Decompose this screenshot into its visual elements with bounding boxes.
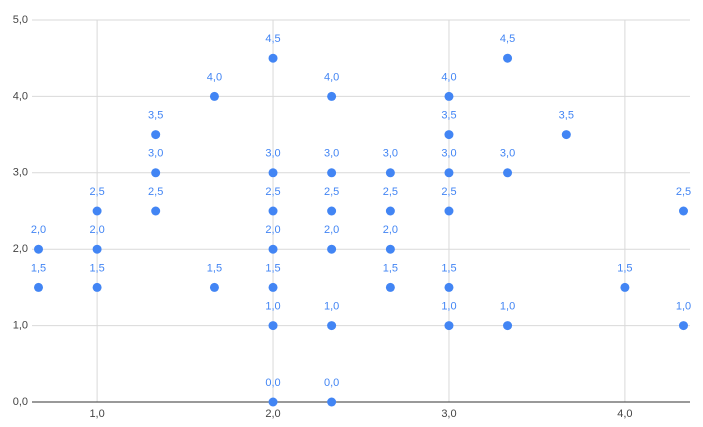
point — [327, 91, 337, 101]
point — [385, 282, 395, 292]
point — [620, 282, 630, 292]
data-label: 1,0 — [265, 301, 280, 313]
data-label: 0,0 — [265, 377, 280, 389]
data-label: 3,0 — [441, 148, 456, 160]
data-label: 1,0 — [676, 301, 691, 313]
data-label: 4,5 — [500, 33, 515, 45]
x-tick-label: 3,0 — [441, 408, 456, 420]
point — [678, 321, 688, 331]
point — [327, 206, 337, 216]
data-label: 4,0 — [441, 71, 456, 83]
data-label: 2,5 — [441, 186, 456, 198]
data-label: 1,5 — [207, 262, 222, 274]
point — [327, 321, 337, 331]
point — [268, 168, 278, 178]
point — [268, 282, 278, 292]
data-label: 0,0 — [324, 377, 339, 389]
data-label: 2,0 — [383, 224, 398, 236]
data-label: 4,5 — [265, 33, 280, 45]
data-label: 1,5 — [617, 262, 632, 274]
point — [327, 244, 337, 254]
point — [444, 91, 454, 101]
data-label: 3,5 — [148, 110, 163, 122]
y-tick-label: 0,0 — [13, 396, 28, 408]
x-tick-label: 1,0 — [89, 408, 104, 420]
data-label: 1,5 — [31, 262, 46, 274]
data-label: 2,0 — [324, 224, 339, 236]
point — [209, 282, 219, 292]
point — [268, 397, 278, 407]
x-tick-label: 2,0 — [265, 408, 280, 420]
point — [385, 244, 395, 254]
data-label: 1,5 — [441, 262, 456, 274]
point — [151, 130, 161, 140]
point — [34, 244, 44, 254]
point — [268, 53, 278, 63]
point — [327, 397, 337, 407]
point — [151, 206, 161, 216]
y-tick-label: 2,0 — [13, 243, 28, 255]
data-label: 3,5 — [559, 110, 574, 122]
point — [503, 53, 513, 63]
data-label: 2,0 — [265, 224, 280, 236]
data-label: 2,0 — [89, 224, 104, 236]
data-label: 4,0 — [324, 71, 339, 83]
data-label: 2,0 — [31, 224, 46, 236]
point — [92, 244, 102, 254]
point — [268, 206, 278, 216]
x-tick-label: 4,0 — [617, 408, 632, 420]
y-tick-label: 3,0 — [13, 167, 28, 179]
y-tick-label: 5,0 — [13, 14, 28, 26]
data-label: 2,5 — [324, 186, 339, 198]
point — [444, 130, 454, 140]
data-label: 2,5 — [676, 186, 691, 198]
point — [503, 321, 513, 331]
data-label: 2,5 — [89, 186, 104, 198]
point — [385, 206, 395, 216]
data-label: 1,0 — [500, 301, 515, 313]
data-label: 3,0 — [324, 148, 339, 160]
point — [92, 206, 102, 216]
data-label: 1,0 — [441, 301, 456, 313]
data-label: 3,0 — [500, 148, 515, 160]
point — [209, 91, 219, 101]
data-label: 3,5 — [441, 110, 456, 122]
data-label: 1,5 — [265, 262, 280, 274]
point — [34, 282, 44, 292]
data-label: 1,0 — [324, 301, 339, 313]
point — [444, 282, 454, 292]
data-label: 2,5 — [148, 186, 163, 198]
data-label: 1,5 — [89, 262, 104, 274]
point — [92, 282, 102, 292]
point — [678, 206, 688, 216]
point — [503, 168, 513, 178]
point — [444, 168, 454, 178]
point — [151, 168, 161, 178]
data-label: 2,5 — [383, 186, 398, 198]
data-label: 4,0 — [207, 71, 222, 83]
data-label: 3,0 — [148, 148, 163, 160]
point — [327, 168, 337, 178]
y-tick-label: 4,0 — [13, 90, 28, 102]
data-label: 3,0 — [383, 148, 398, 160]
data-label: 2,5 — [265, 186, 280, 198]
point — [561, 130, 571, 140]
data-label: 3,0 — [265, 148, 280, 160]
y-tick-label: 1,0 — [13, 320, 28, 332]
point — [268, 244, 278, 254]
point — [268, 321, 278, 331]
data-label: 1,5 — [383, 262, 398, 274]
point — [444, 206, 454, 216]
point — [385, 168, 395, 178]
point — [444, 321, 454, 331]
